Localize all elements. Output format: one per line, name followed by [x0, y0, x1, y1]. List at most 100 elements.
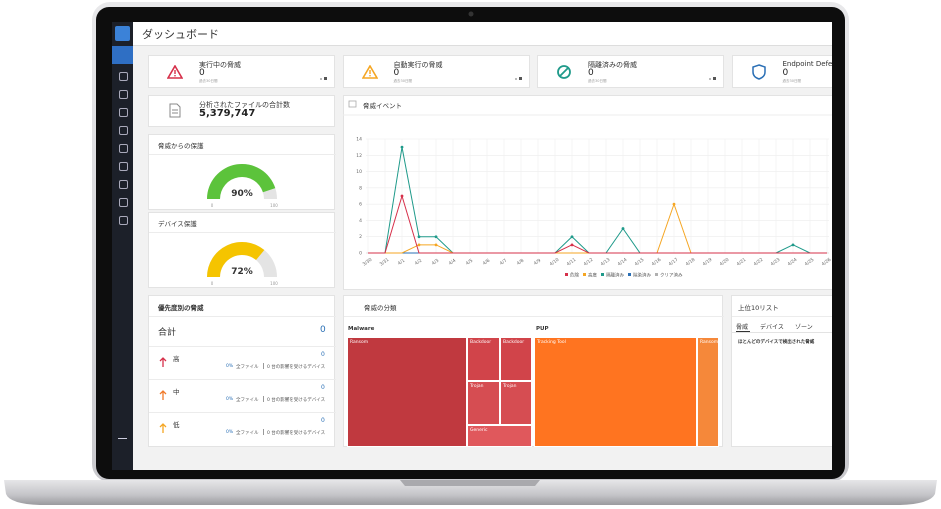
divider — [149, 379, 336, 380]
stat-label: 隔離済みの脅威 — [588, 61, 637, 69]
nav-icon[interactable] — [118, 438, 127, 445]
treemap-tile[interactable]: Backdoor — [467, 337, 500, 381]
treemap-tile[interactable]: Ransom — [697, 337, 719, 447]
treemap-tile[interactable]: Trojan — [467, 381, 500, 425]
tab[interactable]: 脅威 — [736, 324, 749, 331]
nav-icon[interactable] — [119, 72, 128, 81]
logo[interactable] — [115, 26, 130, 41]
priority-sep — [263, 363, 264, 369]
gauge-label: 90% — [231, 189, 253, 199]
dot — [709, 78, 711, 80]
stat-value: 0 — [393, 68, 400, 78]
x-tick-label: 4/20 — [719, 257, 731, 268]
priority-files: 全ファイル — [236, 398, 259, 403]
x-tick-label: 4/18 — [685, 257, 697, 268]
x-tick-label: 4/23 — [770, 257, 782, 268]
stat-label: Endpoint Defense — [782, 60, 833, 68]
priority-level: 低 — [173, 421, 180, 429]
nav-icon[interactable] — [119, 126, 128, 135]
priority-arrow — [159, 418, 167, 437]
treemap-tile[interactable]: Trojan — [500, 381, 532, 425]
dot — [518, 77, 522, 80]
stat-label: 実行中の脅威 — [199, 61, 241, 69]
priority-devices: 0 台の影響を受けるデバイス — [267, 431, 326, 436]
tab[interactable]: デバイス — [760, 324, 784, 331]
series-line — [368, 194, 827, 254]
x-tick-label: 4/2 — [414, 258, 423, 267]
priority-title: 優先度別の脅威 — [158, 304, 204, 312]
legend-swatch — [628, 273, 631, 276]
stat-note: 過去30日間 — [782, 79, 801, 83]
divider — [149, 316, 336, 317]
dot — [713, 77, 716, 80]
x-tick-label: 4/19 — [702, 257, 714, 268]
top-bar: ダッシュボード — [133, 22, 832, 46]
priority-files: 全ファイル — [236, 365, 259, 370]
stat-icon — [751, 64, 767, 84]
sidebar — [112, 22, 133, 470]
stat-note: 過去30日間 — [393, 79, 412, 83]
page-title: ダッシュボード — [142, 28, 219, 41]
nav-icon[interactable] — [119, 90, 128, 99]
priority-level: 中 — [173, 388, 180, 396]
legend-swatch — [655, 273, 658, 276]
top10-card: 上位10リスト 脅威 デバイス ゾーン ほとんどのデバイスで検出された脅威 — [731, 295, 832, 447]
gauge: 72% 0 100 — [207, 242, 278, 286]
priority-pct: 0% — [226, 364, 234, 369]
nav-icon[interactable] — [119, 216, 128, 225]
gauge-title: デバイス保護 — [158, 220, 197, 228]
gauge-card: デバイス保護 72% 0 100 — [148, 212, 336, 288]
tab[interactable]: ゾーン — [795, 324, 813, 331]
treemap-tile[interactable]: Ransom — [347, 337, 467, 447]
priority-card: 優先度別の脅威 合計 0 高 0 0% 全ファイル 0 台の影響を受けるデバイス中 0 0% 全ファ… — [148, 295, 336, 447]
series-point — [400, 194, 404, 198]
gauge: 90% 0 100 — [207, 164, 278, 208]
tile-label: Backdoor — [470, 340, 492, 345]
treemap-tile[interactable]: Tracking Tool — [534, 337, 697, 447]
gauge-title: 脅威からの保護 — [158, 142, 204, 150]
tile-label: Generic — [470, 428, 488, 433]
priority-devices: 0 台の影響を受けるデバイス — [267, 365, 326, 370]
x-tick-label: 4/1 — [397, 258, 406, 267]
series-point — [621, 227, 625, 230]
divider — [732, 332, 832, 333]
nav-icon[interactable] — [119, 108, 128, 117]
treemap-tile[interactable]: Backdoor — [500, 337, 532, 381]
x-tick-label: 4/4 — [448, 258, 457, 267]
gauge-max: 100 — [270, 203, 278, 208]
stat-icon — [361, 64, 378, 83]
nav-icon[interactable] — [119, 144, 128, 153]
x-tick-label: 4/14 — [617, 257, 629, 268]
total-value: 0 — [320, 325, 326, 335]
legend-label: クリア済み — [660, 272, 683, 279]
priority-sep — [263, 429, 264, 435]
priority-count: 0 — [321, 351, 325, 358]
series-point — [417, 235, 421, 239]
tab-underline — [736, 331, 750, 332]
divider — [344, 316, 724, 317]
y-tick-label: 12 — [356, 153, 362, 159]
files-card: 分析されたファイルの合計数 5,379,747 — [148, 95, 335, 127]
treemap-tile[interactable]: Generic — [467, 425, 532, 447]
priority-arrow — [159, 385, 167, 404]
series-point — [672, 202, 676, 206]
gauge-value — [207, 242, 265, 277]
divider — [149, 412, 336, 413]
divider — [149, 232, 336, 233]
y-tick-label: 6 — [359, 202, 362, 208]
stat-value: 0 — [782, 68, 789, 78]
legend-label: 除染済み — [633, 272, 651, 279]
top10-caption: ほとんどのデバイスで検出された脅威 — [738, 340, 815, 345]
nav-icon[interactable] — [119, 198, 128, 207]
x-tick-label: 4/6 — [482, 258, 491, 267]
y-tick-label: 0 — [359, 251, 362, 257]
nav-icon[interactable] — [119, 180, 128, 189]
divider — [732, 316, 832, 317]
gauge-min: 0 — [211, 281, 214, 286]
nav-icon[interactable] — [119, 162, 128, 171]
series-point — [434, 243, 438, 247]
nav-active[interactable] — [112, 46, 133, 64]
series-point — [400, 145, 404, 149]
priority-files: 全ファイル — [236, 431, 259, 436]
priority-level: 高 — [173, 355, 180, 363]
